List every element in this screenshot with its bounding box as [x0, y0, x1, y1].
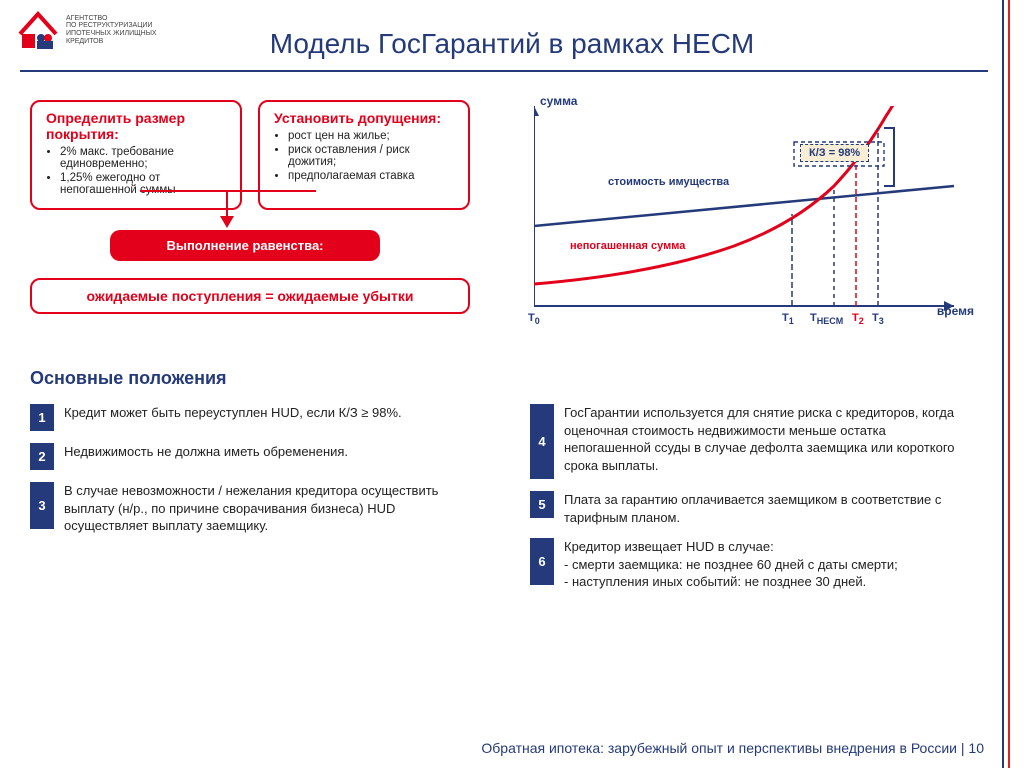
- provision-text: В случае невозможности / нежелания креди…: [64, 482, 480, 535]
- down-arrow-icon: [220, 216, 234, 228]
- connector-horizontal: [140, 190, 316, 192]
- page-number: 10: [968, 740, 984, 756]
- provision-text: ГосГарантии используется для снятие риск…: [564, 404, 970, 474]
- provision-item: 4 ГосГарантии используется для снятие ри…: [530, 404, 970, 479]
- x-tick: T0: [528, 312, 540, 326]
- assumptions-box-title: Установить допущения:: [274, 110, 454, 126]
- loan-vs-property-chart: сумма время К/З = 98% стоимость имуществ…: [510, 96, 970, 336]
- connector-vertical: [226, 190, 228, 218]
- coverage-bullet: 2% макс. требование единовременно;: [60, 146, 226, 170]
- loan-curve-label: непогашенная сумма: [570, 240, 685, 252]
- provision-number: 1: [30, 404, 54, 431]
- assumption-bullet: рост цен на жилье;: [288, 130, 454, 142]
- provisions-left-column: 1 Кредит может быть переуступлен HUD, ес…: [30, 404, 480, 547]
- provision-number: 5: [530, 491, 554, 518]
- property-line-label: стоимость имущества: [608, 176, 729, 188]
- coverage-box-title: Определить размер покрытия:: [46, 110, 226, 142]
- provision-number: 2: [30, 443, 54, 470]
- section-heading: Основные положения: [30, 368, 227, 389]
- provision-number: 6: [530, 538, 554, 585]
- slide-title: Модель ГосГарантий в рамках HECM: [0, 28, 1024, 60]
- provision-item: 3 В случае невозможности / нежелания кре…: [30, 482, 480, 535]
- title-underline: [20, 70, 988, 72]
- equality-formula: ожидаемые поступления = ожидаемые убытки: [30, 278, 470, 314]
- chart-svg: [534, 106, 964, 316]
- provision-number: 3: [30, 482, 54, 529]
- right-blue-rule: [1002, 0, 1004, 768]
- right-red-rule: [1008, 0, 1010, 768]
- coverage-box: Определить размер покрытия: 2% макс. тре…: [30, 100, 242, 210]
- assumptions-box: Установить допущения: рост цен на жилье;…: [258, 100, 470, 210]
- x-tick: T3: [872, 312, 884, 326]
- provision-text: Недвижимость не должна иметь обременения…: [64, 443, 348, 461]
- provision-text: Плата за гарантию оплачивается заемщиком…: [564, 491, 970, 526]
- assumption-bullet: риск оставления / риск дожития;: [288, 144, 454, 168]
- slide-footer: Обратная ипотека: зарубежный опыт и перс…: [481, 740, 984, 756]
- footer-text: Обратная ипотека: зарубежный опыт и перс…: [481, 740, 957, 756]
- provisions-right-column: 4 ГосГарантии используется для снятие ри…: [530, 404, 970, 603]
- kz-badge: К/З = 98%: [800, 144, 869, 162]
- provision-item: 5 Плата за гарантию оплачивается заемщик…: [530, 491, 970, 526]
- equality-band: Выполнение равенства:: [110, 230, 380, 261]
- x-tick: T2: [852, 312, 864, 326]
- provision-item: 6 Кредитор извещает HUD в случае: - смер…: [530, 538, 970, 591]
- assumption-bullet: предполагаемая ставка: [288, 170, 454, 182]
- x-tick: THECM: [810, 312, 843, 326]
- provision-item: 1 Кредит может быть переуступлен HUD, ес…: [30, 404, 480, 431]
- coverage-bullet: 1,25% ежегодно от непогашенной суммы: [60, 172, 226, 196]
- provision-number: 4: [530, 404, 554, 479]
- provision-text: Кредит может быть переуступлен HUD, если…: [64, 404, 402, 422]
- assumption-boxes: Определить размер покрытия: 2% макс. тре…: [30, 100, 470, 210]
- x-tick: T1: [782, 312, 794, 326]
- provision-item: 2 Недвижимость не должна иметь обременен…: [30, 443, 480, 470]
- provision-text: Кредитор извещает HUD в случае: - смерти…: [564, 538, 898, 591]
